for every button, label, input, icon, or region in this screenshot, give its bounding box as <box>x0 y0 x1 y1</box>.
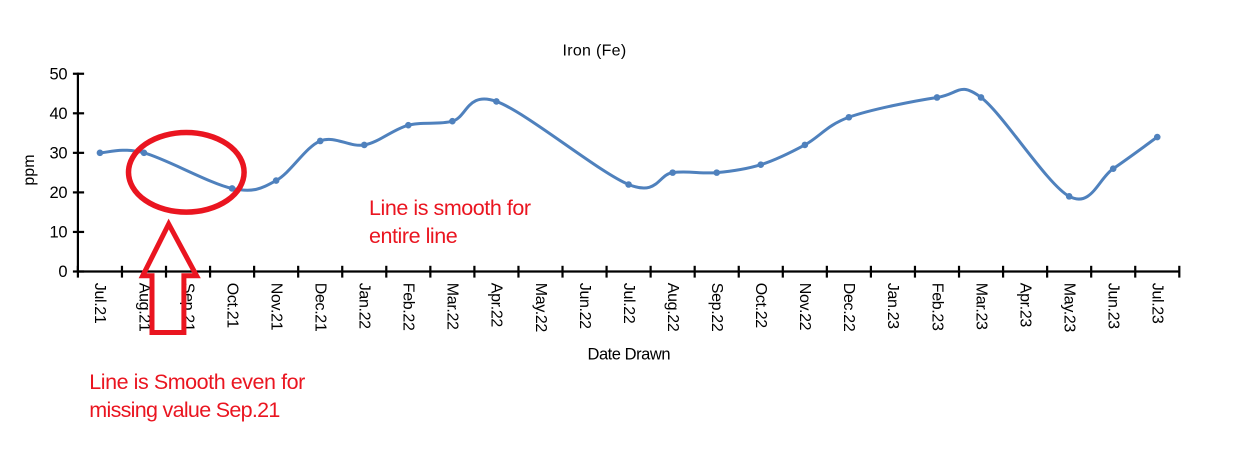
svg-text:Mar.23: Mar.23 <box>972 283 989 330</box>
svg-text:Aug.22: Aug.22 <box>664 283 681 332</box>
svg-text:Jul.22: Jul.22 <box>620 283 637 324</box>
svg-text:May.22: May.22 <box>532 283 549 333</box>
svg-text:entire line: entire line <box>369 224 457 248</box>
svg-text:30: 30 <box>50 144 68 162</box>
svg-text:Apr.22: Apr.22 <box>488 283 505 328</box>
svg-text:10: 10 <box>50 223 68 241</box>
svg-text:Mar.22: Mar.22 <box>444 283 461 330</box>
svg-text:50: 50 <box>50 65 68 83</box>
svg-text:Line is smooth for: Line is smooth for <box>369 196 531 220</box>
svg-text:Jan.22: Jan.22 <box>356 283 373 329</box>
svg-text:Date Drawn: Date Drawn <box>587 346 670 364</box>
svg-text:Iron (Fe): Iron (Fe) <box>562 43 626 60</box>
svg-text:Jul.23: Jul.23 <box>1149 283 1166 324</box>
svg-text:Nov.22: Nov.22 <box>796 283 813 331</box>
svg-text:Oct.21: Oct.21 <box>223 283 240 328</box>
svg-text:Line is Smooth even for: Line is Smooth even for <box>89 370 305 394</box>
svg-text:Jun.23: Jun.23 <box>1105 283 1122 329</box>
svg-text:20: 20 <box>50 184 68 202</box>
svg-text:Sep.22: Sep.22 <box>708 283 725 332</box>
svg-text:Feb.22: Feb.22 <box>400 283 417 331</box>
svg-text:40: 40 <box>50 105 68 123</box>
svg-text:Oct.22: Oct.22 <box>752 283 769 328</box>
svg-text:missing value Sep.21: missing value Sep.21 <box>89 398 279 422</box>
svg-text:Jun.22: Jun.22 <box>576 283 593 329</box>
svg-text:0: 0 <box>58 263 67 281</box>
svg-text:Feb.23: Feb.23 <box>928 283 945 331</box>
svg-text:Aug.21: Aug.21 <box>135 283 152 332</box>
svg-text:ppm: ppm <box>21 154 38 185</box>
svg-text:Nov.21: Nov.21 <box>267 283 284 331</box>
svg-text:Jan.23: Jan.23 <box>884 283 901 329</box>
svg-text:Apr.23: Apr.23 <box>1016 283 1033 328</box>
svg-text:Jul.21: Jul.21 <box>91 283 108 324</box>
svg-text:Dec.22: Dec.22 <box>840 283 857 332</box>
svg-text:Dec.21: Dec.21 <box>312 283 329 332</box>
svg-text:May.23: May.23 <box>1060 283 1077 333</box>
